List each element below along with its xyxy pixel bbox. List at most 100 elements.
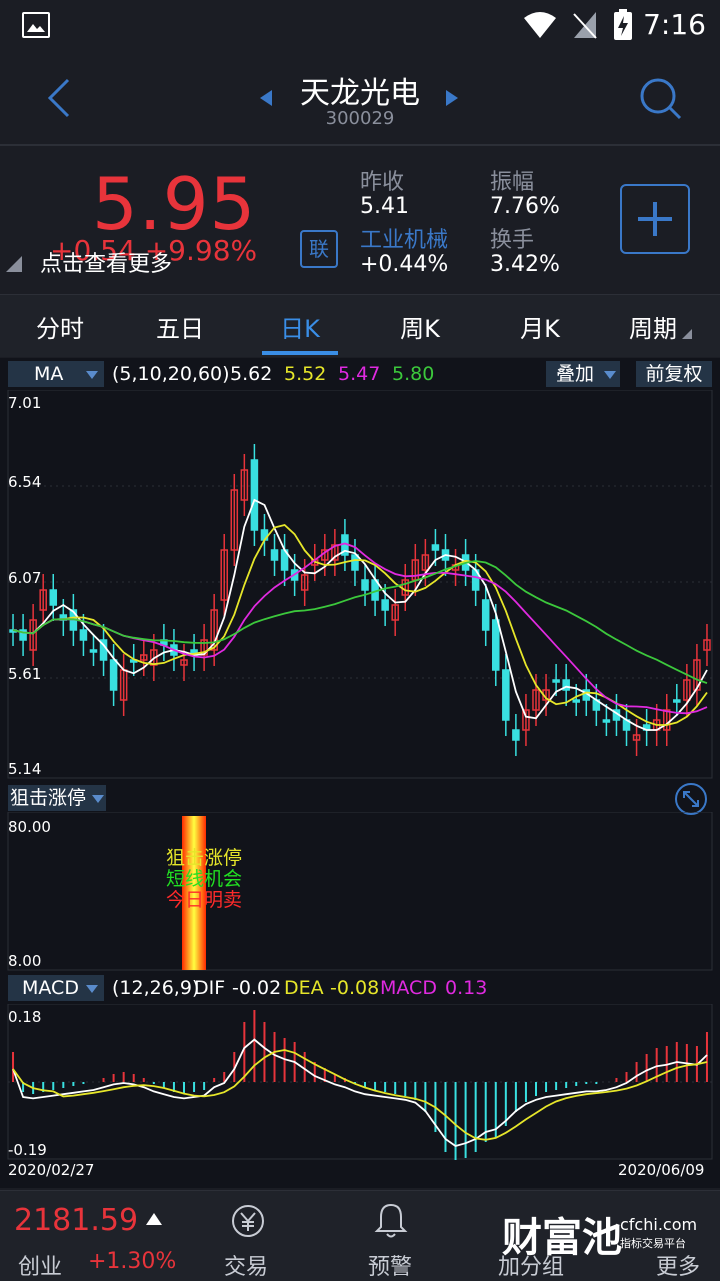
corner-indicator-icon: [6, 256, 22, 272]
kline-frame: [7, 390, 713, 779]
candle: [632, 734, 641, 741]
bell-icon: [374, 1203, 408, 1238]
signal-selector[interactable]: 狙击涨停: [8, 785, 106, 811]
candle: [39, 589, 47, 611]
bottom-bar: 2181.59 创业 +1.30% 交易 预警 加分组 更多 财富池 cfchi…: [0, 1190, 720, 1281]
candle: [240, 469, 249, 501]
dif-value: -0.02: [232, 977, 282, 999]
prev-stock-icon[interactable]: [260, 90, 272, 106]
back-icon[interactable]: [44, 76, 74, 120]
candle: [602, 719, 611, 723]
dea-value: -0.08: [330, 977, 380, 999]
tab-active-indicator: [262, 351, 338, 355]
macd-selector-label: MACD: [22, 977, 79, 999]
quote-panel: 5.95 +0.54 +9.98% 点击查看更多 联 昨收 5.41 工业机械 …: [0, 146, 720, 292]
dea-label: DEA: [284, 977, 324, 999]
alert-button[interactable]: 预警: [360, 1199, 422, 1280]
candle: [250, 459, 259, 531]
candle: [662, 709, 671, 731]
no-signal-icon: [573, 12, 597, 39]
more-label[interactable]: 更多: [656, 1255, 701, 1280]
gallery-icon: [22, 12, 50, 38]
status-bar: 7:16: [0, 0, 720, 52]
index-value[interactable]: 2181.59: [14, 1203, 139, 1238]
next-stock-icon[interactable]: [446, 90, 458, 106]
add-group-label[interactable]: 加分组: [498, 1255, 565, 1280]
more-info-tip[interactable]: 点击查看更多: [40, 252, 173, 277]
candle: [180, 659, 188, 666]
macd-chart[interactable]: [0, 1004, 720, 1160]
index-name: 创业: [18, 1255, 63, 1280]
period-tabs: 分时 五日 日K 周K 月K 周期: [0, 294, 720, 357]
add-watchlist-button[interactable]: [620, 184, 690, 254]
amplitude-value: 7.76%: [490, 194, 560, 219]
tab-weekly-k[interactable]: 周K: [400, 315, 440, 343]
tab-five-day[interactable]: 五日: [156, 315, 204, 343]
price-change: +0.54 +9.98%: [50, 234, 258, 267]
y-label-bottom: 5.14: [8, 760, 42, 778]
candle: [361, 579, 369, 591]
y-label-2: 6.54: [8, 473, 42, 491]
macd-y-bottom: -0.19: [8, 1141, 47, 1159]
trade-button[interactable]: 交易: [216, 1199, 278, 1280]
watermark-sub: 指标交易平台: [620, 1237, 686, 1250]
tab-intraday[interactable]: 分时: [36, 315, 84, 343]
signal-text-2: 短线机会: [166, 868, 243, 890]
overlay-label: 叠加: [556, 363, 595, 385]
ma5-value: 5.62: [230, 363, 273, 385]
tab-monthly-k[interactable]: 月K: [520, 315, 560, 343]
candle: [210, 609, 218, 651]
turnover-value: 3.42%: [490, 252, 560, 277]
ma20-value: 5.47: [338, 363, 381, 385]
candle: [140, 654, 148, 661]
candle: [300, 574, 309, 591]
tab-daily-k[interactable]: 日K: [280, 315, 320, 343]
candle: [79, 629, 88, 641]
macd-value: 0.13: [445, 977, 488, 999]
signal-bar: [182, 816, 206, 970]
trade-label: 交易: [224, 1255, 269, 1280]
candle: [351, 554, 359, 571]
adjust-button[interactable]: 前复权: [636, 361, 712, 387]
candle: [331, 544, 339, 561]
current-price: 5.95: [92, 162, 257, 246]
search-icon[interactable]: [638, 76, 682, 120]
candle: [683, 679, 691, 701]
turnover-label: 换手: [490, 228, 535, 253]
signal-text-3: 今日明卖: [166, 889, 243, 911]
candle: [391, 604, 399, 621]
tab-period[interactable]: 周期: [629, 315, 677, 343]
candle: [89, 649, 98, 653]
ma60-value: 5.80: [392, 363, 435, 385]
linked-button[interactable]: 联: [300, 230, 338, 268]
stock-header: 天龙光电 300029: [0, 52, 720, 144]
expand-icon[interactable]: [674, 782, 708, 816]
candle: [552, 679, 560, 683]
signal-y-top: 80.00: [8, 818, 51, 836]
ma-selector[interactable]: MA: [8, 361, 104, 387]
watermark-url: cfchi.com: [620, 1215, 698, 1234]
amplitude-label: 振幅: [490, 170, 535, 195]
candle: [220, 549, 228, 601]
candle: [532, 689, 540, 711]
dif-label: DIF: [194, 977, 226, 999]
candle: [703, 639, 711, 651]
candle: [481, 599, 490, 631]
y-label-3: 6.07: [8, 569, 42, 587]
clock: 7:16: [643, 8, 706, 41]
battery-charging-icon: [614, 9, 632, 40]
macd-selector[interactable]: MACD: [8, 975, 104, 1001]
industry-value: +0.44%: [360, 252, 449, 277]
date-start: 2020/02/27: [8, 1161, 95, 1179]
signal-y-bottom: 8.00: [8, 952, 42, 970]
candle: [562, 679, 570, 691]
overlay-selector[interactable]: 叠加: [546, 361, 620, 387]
prev-close-value: 5.41: [360, 194, 409, 219]
industry-label[interactable]: 工业机械: [360, 228, 449, 253]
dropdown-icon: [86, 985, 98, 993]
stock-name: 天龙光电: [300, 76, 420, 111]
candlestick-chart[interactable]: [0, 390, 720, 780]
prev-close-label: 昨收: [360, 170, 405, 195]
macd-params: (12,26,9): [112, 977, 200, 999]
signal-selector-label: 狙击涨停: [10, 787, 87, 809]
